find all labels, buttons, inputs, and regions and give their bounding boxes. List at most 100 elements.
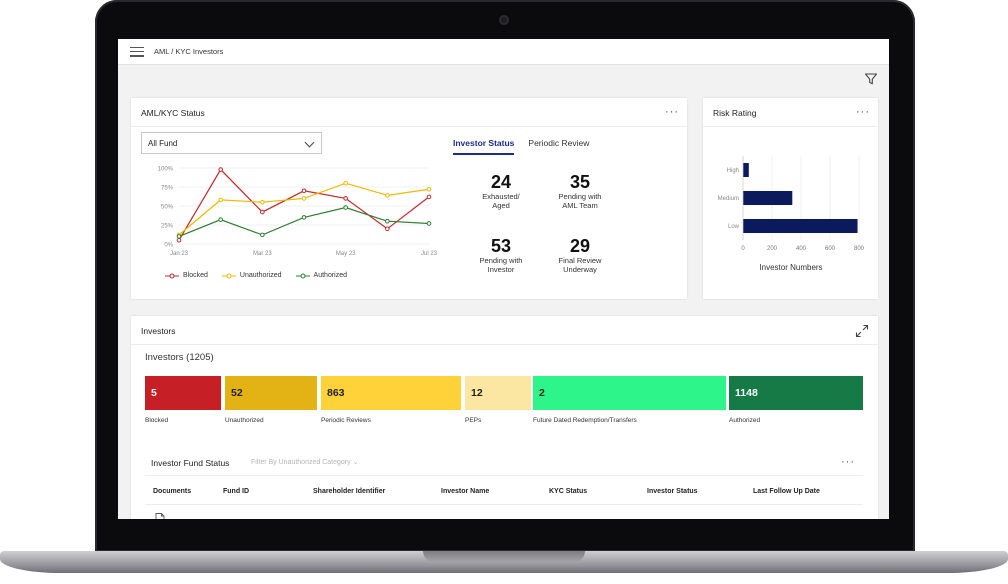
y-tick-label: 100% [158,167,174,173]
segment-label: Unauthorized [225,417,264,424]
menu-icon[interactable] [130,46,144,57]
data-point [301,196,307,201]
column-header-investor-name[interactable]: Investor Name [441,488,490,495]
stat-value: 53 [490,236,512,256]
x-tick-label: May 23 [336,251,356,257]
y-tick-label: 0% [164,243,173,249]
chevron-down-icon: ⌄ [352,459,359,466]
risk-rating-card: Risk Rating ··· 0 200 400 600 800 High Medium L… [703,98,878,299]
x-tick-label: 200 [767,246,778,252]
legend-authorized[interactable]: Authorized [295,272,348,279]
camera-icon [499,15,509,25]
stat-pending-investor[interactable]: 53 Pending with Investor [466,236,536,274]
segment-unauthorized[interactable]: 52 [225,376,317,410]
data-point [218,167,223,172]
card-divider [131,126,687,127]
tab-periodic-review[interactable]: Periodic Review [528,138,590,148]
tab-investor-status[interactable]: Investor Status [453,138,515,155]
chart-legend: Blocked Unauthorized Authorized [165,272,347,279]
more-options-icon[interactable]: ··· [856,106,870,118]
data-point [426,221,432,226]
bar-medium [743,191,793,205]
table-divider [145,504,863,505]
stat-exhausted-aged[interactable]: 24 Exhausted/ Aged [466,172,536,210]
status-line-chart: 100% 75% 50% 25% 0% Jan 23 Mar 23 May 23 Jul 23 [158,167,437,258]
data-point [343,205,348,210]
investors-card: Investors Investors (1205) 5 Blocked 52 Una… [131,316,878,519]
top-bar: AML / KYC Investors [118,39,889,65]
segment-label: Blocked [145,417,169,424]
x-tick-label: Mar 23 [253,251,272,257]
column-header-shareholder-id[interactable]: Shareholder Identifier [313,488,386,495]
legend-label: Authorized [313,272,348,279]
data-point [385,226,390,232]
legend-unauthorized[interactable]: Unauthorized [221,272,282,279]
legend-blocked[interactable]: Blocked [165,272,208,279]
category-filter-label: Filter By Unauthorized Category [251,459,351,466]
x-tick-label: 600 [825,246,836,252]
laptop-base-slab [0,551,1008,573]
risk-bar-chart: 0 200 400 600 800 High Medium Low Investor Numbe… [718,156,865,272]
stat-value: 24 [490,172,512,192]
data-point [176,234,182,239]
y-tick-label: 25% [161,224,174,230]
stat-label: Investor [487,265,515,274]
stat-value: 35 [569,172,591,192]
laptop-notch [423,551,585,562]
stat-label: Underway [563,265,597,274]
card-title: Risk Rating [713,108,757,118]
segment-label: PEPs [465,417,482,424]
data-point [343,196,348,201]
data-point [218,217,223,222]
column-header-last-follow-up[interactable]: Last Follow Up Date [753,488,820,495]
card-divider [703,126,878,127]
segment-future-dated-redemption-transfers[interactable]: 2 [533,376,726,410]
x-tick-label: Jul 23 [421,251,437,257]
column-header-documents[interactable]: Documents [153,488,192,495]
stat-label: Aged [492,201,510,210]
filter-icon[interactable] [864,72,878,86]
more-options-icon[interactable]: ··· [841,456,855,468]
expand-icon[interactable] [855,324,869,338]
data-point [301,188,307,194]
stat-label: AML Team [562,201,598,210]
more-options-icon[interactable]: ··· [665,106,679,118]
column-header-investor-status[interactable]: Investor Status [647,488,698,495]
breadcrumb[interactable]: AML / KYC Investors [154,47,224,56]
document-icon[interactable] [155,513,165,519]
legend-label: Blocked [183,272,208,279]
stat-label: Pending with [479,256,523,265]
segment-blocked[interactable]: 5 [145,376,221,410]
y-tick-label: 50% [161,205,174,211]
fund-select-value: All Fund [148,138,178,148]
series-line-blocked [178,168,430,241]
data-point [385,193,390,198]
segment-peps[interactable]: 12 [465,376,531,410]
x-axis-label: Investor Numbers [759,263,822,272]
card-title: AML/KYC Status [141,108,205,118]
x-tick-label: 400 [796,246,807,252]
data-point [426,194,432,200]
x-tick-label: 0 [741,246,745,252]
stat-pending-aml-team[interactable]: 35 Pending with AML Team [545,172,615,210]
series-line-authorized [178,206,430,237]
segment-periodic-reviews[interactable]: 863 [321,376,461,410]
x-tick-label: 800 [854,246,865,252]
segment-label: Future Dated Redemption/Transfers [533,417,637,424]
fund-select[interactable]: All Fund [141,132,322,154]
bar-high [743,163,749,177]
table-divider [145,475,863,476]
screen: AML / KYC Investors AML/KYC Status ··· A… [118,39,889,519]
bar-low [743,219,858,233]
investors-count: Investors (1205) [145,352,214,363]
category-filter[interactable]: Filter By Unauthorized Category ⌄ [251,458,358,466]
column-header-fund-id[interactable]: Fund ID [223,488,250,495]
segment-authorized[interactable]: 1148 [729,376,863,410]
data-point [176,237,182,243]
stat-label: Final Review [558,256,602,265]
stat-value: 29 [569,236,591,256]
stat-final-review[interactable]: 29 Final Review Underway [545,236,615,274]
card-divider [131,344,878,345]
y-tick-label: High [727,168,739,174]
column-header-kyc-status[interactable]: KYC Status [549,488,588,495]
